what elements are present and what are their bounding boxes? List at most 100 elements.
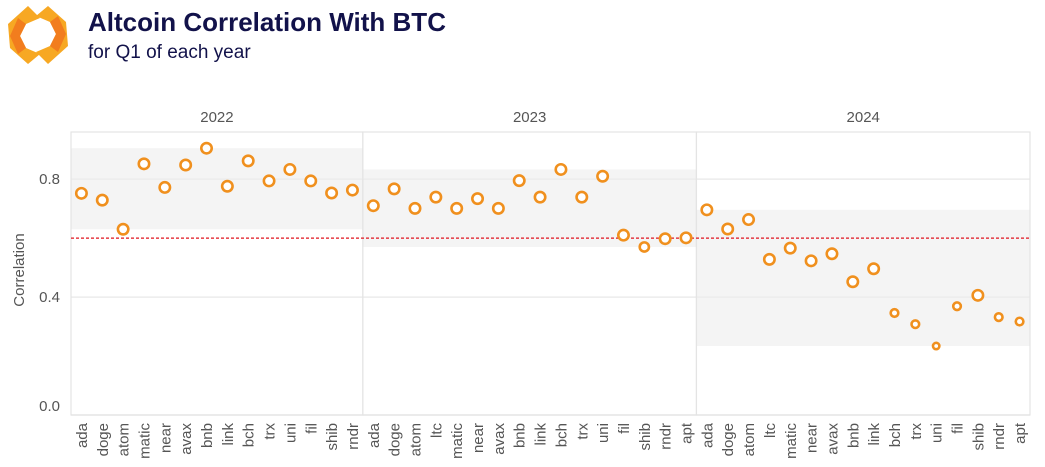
data-point-2023-shib (638, 241, 651, 253)
x-tick-label: uni (595, 423, 612, 443)
panel-frames (70, 131, 1031, 416)
x-tick-label: uni (929, 423, 946, 443)
data-point-2024-link (867, 262, 881, 276)
x-tick-label: trx (574, 423, 591, 440)
data-point-2023-apt (679, 231, 693, 245)
x-tick-label: ada (366, 422, 383, 448)
data-point-2023-matic (450, 201, 464, 215)
x-tick-label: rndr (658, 423, 675, 450)
data-point-2024-bnb (846, 275, 860, 289)
panel-label-2022: 2022 (200, 109, 233, 126)
data-point-2023-bnb (512, 174, 526, 188)
y-axis-label: Correlation (11, 233, 28, 306)
range-band-2024 (696, 209, 1030, 347)
x-tick-label: near (157, 423, 174, 453)
data-point-2024-apt (1014, 316, 1025, 327)
x-tick-label: avax (491, 423, 508, 455)
data-point-2023-uni (596, 169, 610, 183)
y-tick-label: 0.4 (39, 289, 60, 306)
chart-subtitle: for Q1 of each year (88, 42, 251, 63)
x-tick-label: uni (282, 423, 299, 443)
data-point-2024-atom (742, 213, 756, 227)
data-point-2022-ada (74, 186, 88, 200)
data-point-2024-shib (971, 288, 985, 302)
x-tick-label: ada (74, 422, 91, 448)
x-tick-label: matic (136, 423, 153, 459)
panel-label-2023: 2023 (513, 109, 546, 126)
data-point-2023-trx (575, 190, 589, 204)
range-band-2022 (71, 148, 363, 230)
range-bands (71, 148, 1030, 347)
data-points (74, 141, 1025, 351)
data-point-2023-ltc (429, 190, 443, 204)
x-tick-label: shib (970, 423, 987, 451)
data-point-2024-doge (721, 222, 735, 236)
x-tick-label: atom (116, 423, 133, 456)
data-point-2022-doge (95, 193, 109, 207)
data-point-2022-shib (325, 186, 339, 200)
x-tick-label: shib (324, 423, 341, 451)
x-tick-label: doge (387, 423, 404, 456)
data-point-2022-rndr (345, 183, 359, 197)
x-tick-label: trx (908, 423, 925, 440)
x-tick-label: near (804, 423, 821, 453)
x-tick-label: atom (407, 423, 424, 456)
x-tick-label: atom (741, 423, 758, 456)
data-point-2023-link (533, 190, 547, 204)
data-point-2022-uni (283, 162, 297, 176)
x-tick-label: fil (616, 423, 633, 434)
data-point-2023-fil (616, 228, 630, 242)
data-point-2022-bch (241, 154, 255, 168)
x-tick-label: doge (720, 423, 737, 456)
data-point-2024-avax (825, 247, 839, 261)
x-tick-label: avax (178, 423, 195, 455)
x-tick-label: bnb (199, 423, 216, 448)
x-tick-label: rndr (345, 423, 362, 450)
y-tick-label: 0.0 (39, 398, 60, 415)
x-tick-label: ltc (762, 423, 779, 439)
x-tick-label: fil (303, 423, 320, 434)
chart-title: Altcoin Correlation With BTC (88, 7, 446, 37)
x-tick-label: apt (679, 422, 696, 444)
data-point-2024-rndr (993, 312, 1004, 323)
x-tick-label: link (220, 423, 237, 446)
data-point-2024-matic (783, 241, 797, 255)
data-point-2024-fil (951, 301, 963, 312)
data-point-2024-near (804, 254, 818, 268)
x-tick-label: shib (637, 423, 654, 451)
x-tick-label: bnb (845, 423, 862, 448)
data-point-2024-bch (889, 307, 900, 319)
x-tick-label: near (470, 423, 487, 453)
x-tick-label: trx (262, 423, 279, 440)
data-point-2023-ada (366, 199, 380, 213)
logo-right-inner (50, 16, 66, 52)
panel-label-2024: 2024 (847, 109, 880, 126)
data-point-2024-ltc (762, 252, 776, 266)
data-point-2022-fil (304, 174, 318, 188)
x-tick-label: matic (449, 423, 466, 459)
data-point-2024-trx (910, 319, 921, 330)
data-point-2024-ada (700, 203, 714, 217)
data-point-2022-avax (179, 158, 193, 172)
x-tick-label: bnb (512, 423, 529, 448)
x-tick-label: bch (241, 423, 258, 447)
y-tick-label: 0.8 (39, 171, 60, 188)
data-point-2023-atom (408, 201, 422, 215)
x-tick-label: fil (950, 423, 967, 434)
data-point-2023-doge (387, 182, 401, 196)
x-tick-label: link (533, 423, 550, 446)
data-point-2022-link (220, 179, 234, 193)
x-tick-label: link (866, 423, 883, 446)
data-point-2022-trx (262, 174, 276, 188)
x-tick-label: apt (1012, 422, 1029, 444)
data-point-2023-avax (491, 201, 505, 215)
data-point-2023-rndr (658, 232, 672, 246)
panel-frame-2024 (695, 131, 1031, 416)
x-tick-label: avax (824, 423, 841, 455)
data-point-2022-matic (137, 157, 151, 171)
data-point-2022-atom (116, 222, 130, 236)
company-logo (8, 6, 68, 64)
x-tick-label: ltc (428, 423, 445, 439)
